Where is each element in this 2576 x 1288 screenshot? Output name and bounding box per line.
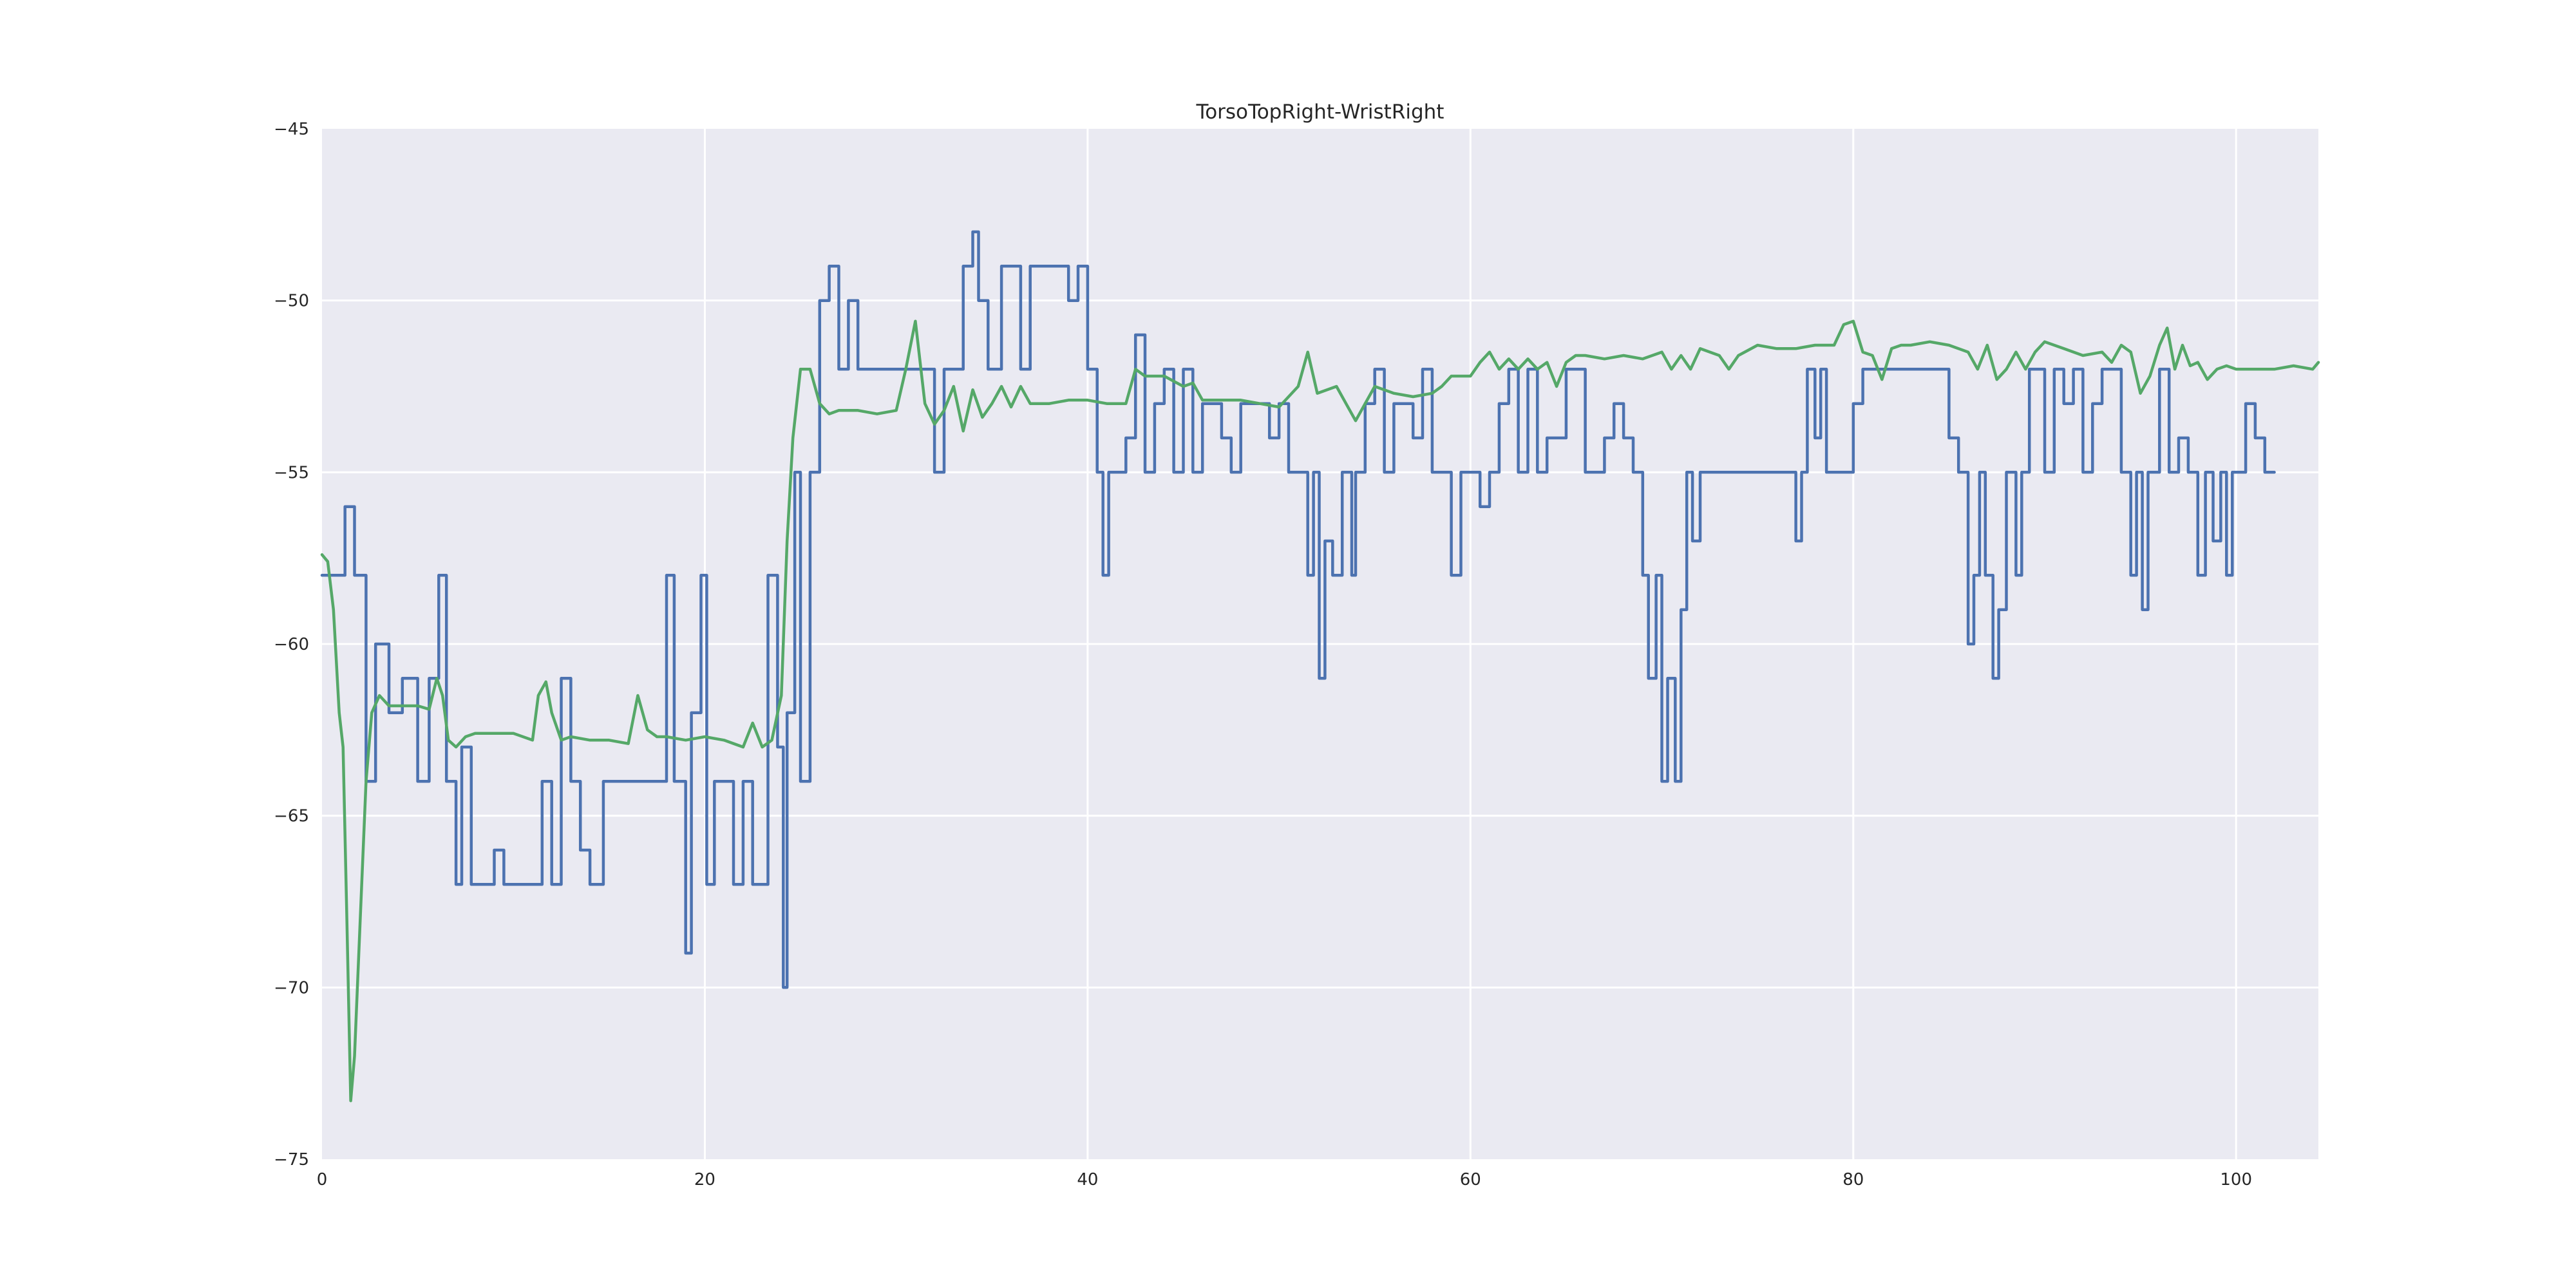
- x-tick-label: 80: [1842, 1170, 1864, 1189]
- series-group: [320, 230, 2320, 1103]
- x-tick-label: 0: [317, 1170, 328, 1189]
- x-tick-label: 100: [2220, 1170, 2252, 1189]
- chart-title: TorsoTopRight-WristRight: [1196, 100, 1444, 124]
- y-tick-label: −55: [274, 463, 309, 482]
- tick-labels: 0 20 40 60 80 100 −75 −70 −65 −60 −55 −50 −45: [274, 120, 2252, 1189]
- x-tick-label: 60: [1460, 1170, 1481, 1189]
- series-line-1: [320, 230, 2276, 989]
- y-tick-label: −75: [274, 1150, 309, 1170]
- grid-lines: [322, 129, 2318, 1159]
- series-line-2: [320, 319, 2320, 1103]
- x-tick-label: 20: [694, 1170, 715, 1189]
- y-tick-label: −70: [274, 978, 309, 998]
- y-tick-label: −50: [274, 292, 309, 311]
- y-tick-label: −60: [274, 635, 309, 654]
- x-tick-label: 40: [1077, 1170, 1098, 1189]
- y-tick-label: −65: [274, 807, 309, 826]
- y-tick-label: −45: [274, 120, 309, 139]
